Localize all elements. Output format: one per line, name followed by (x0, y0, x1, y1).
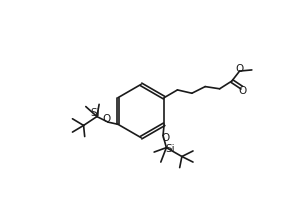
Text: O: O (102, 114, 111, 125)
Text: O: O (235, 64, 244, 74)
Text: Si: Si (165, 144, 175, 154)
Text: Si: Si (90, 108, 100, 118)
Text: O: O (161, 133, 169, 143)
Text: O: O (239, 86, 247, 96)
